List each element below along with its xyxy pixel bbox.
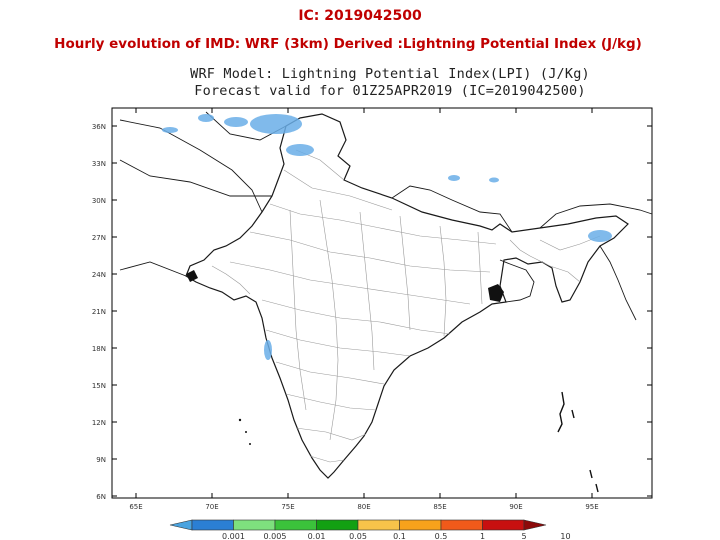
- longitude-axis: 65E 70E 75E 80E 85E 90E 95E: [129, 108, 599, 511]
- lon-label: 70E: [205, 503, 218, 511]
- colorbar-segment: [440, 519, 483, 531]
- lat-label: 27N: [92, 234, 106, 242]
- colorbar-segment: [274, 519, 317, 531]
- district-boundaries: [211, 149, 601, 463]
- colorbar-segment: [482, 519, 525, 531]
- lon-label: 95E: [585, 503, 598, 511]
- lat-label: 12N: [92, 419, 106, 427]
- map-frame: [111, 107, 653, 499]
- lpi-high-shading: [186, 270, 504, 302]
- lon-label: 90E: [509, 503, 522, 511]
- lat-label: 9N: [96, 456, 106, 464]
- lat-label: 6N: [96, 493, 106, 501]
- lpi-low-shading: [162, 114, 612, 360]
- colorbar-label: 0.05: [349, 532, 367, 540]
- lat-label: 15N: [92, 382, 106, 390]
- colorbar-label: 10: [560, 532, 570, 540]
- lat-label: 36N: [92, 123, 106, 131]
- india-outline: [185, 113, 629, 479]
- colorbar-arrow-right: [523, 519, 547, 531]
- lat-label: 21N: [92, 308, 106, 316]
- map-title-line2: Forecast valid for 01Z25APR2019 (IC=2019…: [194, 83, 586, 99]
- colorbar-segment: [399, 519, 442, 531]
- andaman-nicobar-islands: [557, 391, 599, 493]
- lon-label: 80E: [357, 503, 370, 511]
- lat-label: 33N: [92, 160, 106, 168]
- colorbar-label: 0.005: [264, 532, 287, 540]
- colorbar-segment: [316, 519, 359, 531]
- colorbar-segment: [357, 519, 400, 531]
- colorbar: 0.001 0.005 0.01 0.05 0.1 0.5 1 5 10: [169, 519, 571, 540]
- lon-label: 85E: [433, 503, 446, 511]
- colorbar-label: 1: [480, 532, 485, 540]
- colorbar-label: 0.5: [435, 532, 448, 540]
- colorbar-segment: [233, 519, 276, 531]
- colorbar-segment: [191, 519, 234, 531]
- page-subtitle: Hourly evolution of IMD: WRF (3km) Deriv…: [54, 36, 642, 52]
- lakshadweep-islands: [238, 418, 251, 445]
- colorbar-arrow-left: [169, 519, 193, 531]
- lon-label: 75E: [281, 503, 294, 511]
- latitude-axis: 36N 33N 30N 27N 24N 21N 18N 15N 12N 9N 6N: [92, 123, 652, 501]
- colorbar-label: 0.001: [222, 532, 245, 540]
- lat-label: 18N: [92, 345, 106, 353]
- neighbour-borders: [119, 111, 653, 321]
- lat-label: 30N: [92, 197, 106, 205]
- colorbar-label: 0.01: [308, 532, 326, 540]
- colorbar-label: 0.1: [393, 532, 406, 540]
- ic-header: IC: 2019042500: [298, 8, 422, 24]
- map-title-line1: WRF Model: Lightning Potential Index(LPI…: [190, 66, 590, 82]
- lat-label: 24N: [92, 271, 106, 279]
- lon-label: 65E: [129, 503, 142, 511]
- colorbar-label: 5: [521, 532, 526, 540]
- map-title: WRF Model: Lightning Potential Index(LPI…: [190, 66, 590, 100]
